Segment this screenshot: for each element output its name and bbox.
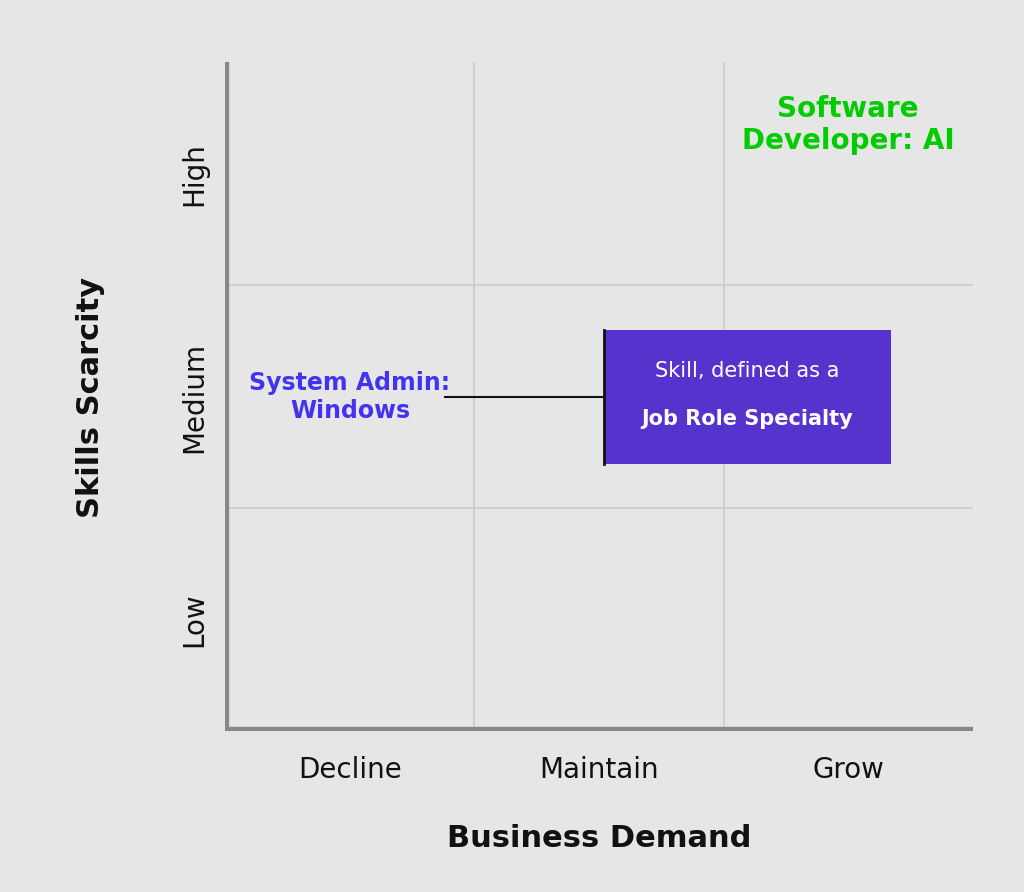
Text: Skill, defined as a: Skill, defined as a [655,361,840,381]
Text: System Admin:
Windows: System Admin: Windows [249,371,451,423]
Text: Software
Developer: AI: Software Developer: AI [742,95,954,155]
Text: Business Demand: Business Demand [446,824,752,853]
Bar [604,330,891,464]
Text: Skills Scarcity: Skills Scarcity [76,277,105,517]
Text: Job Role Specialty: Job Role Specialty [641,409,853,429]
